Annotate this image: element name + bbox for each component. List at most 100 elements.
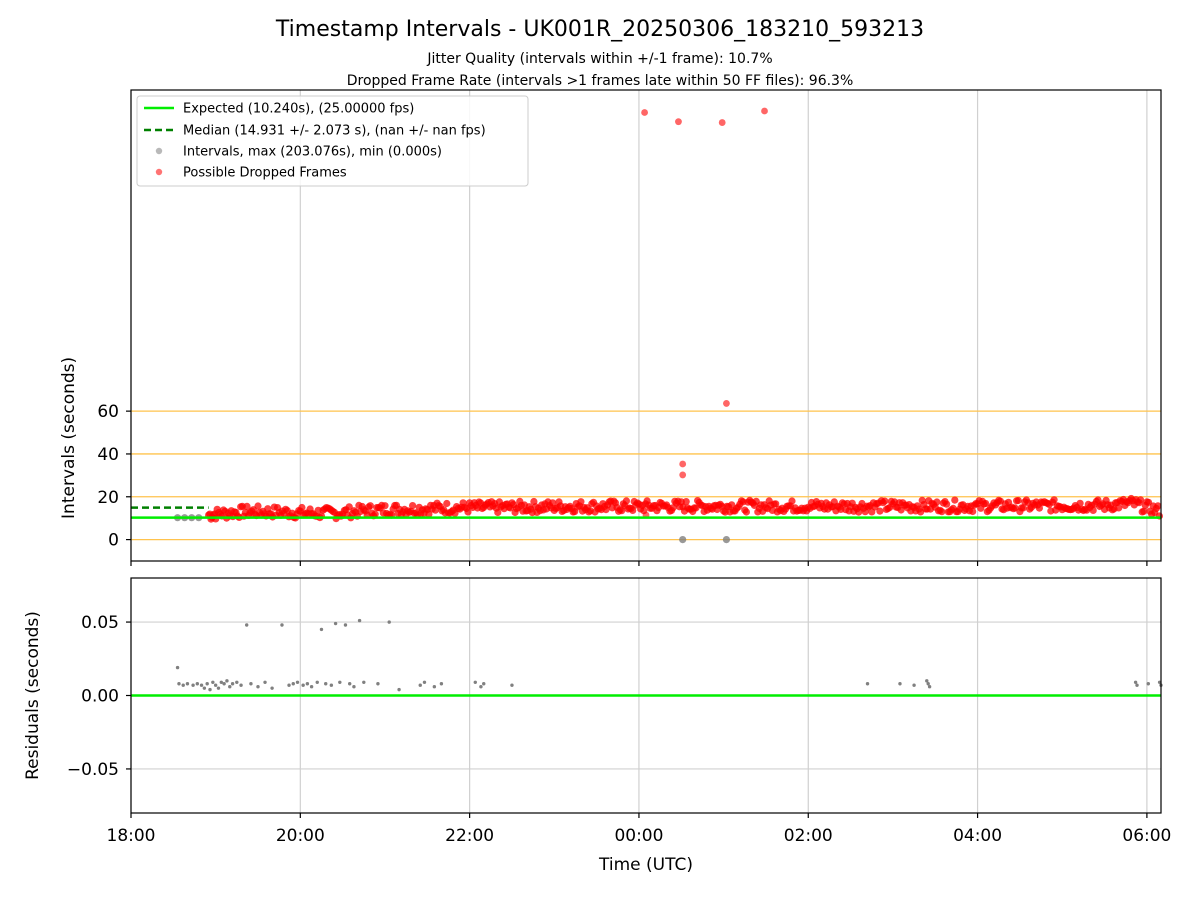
dropped-frame-point [371, 510, 379, 518]
residual-point [309, 684, 314, 689]
dropped-frame-point [494, 508, 502, 517]
intervals-y-tick-label: 0 [108, 531, 119, 551]
dropped-frame-point [425, 510, 433, 518]
dropped-frame-point [629, 506, 637, 514]
legend-dropped-swatch [155, 168, 163, 176]
intervals-y-tick-label: 40 [97, 445, 119, 465]
dropped-frame-point [1140, 507, 1148, 515]
residuals-x-ticks: 18:00 20:00 22:00 00:00 02:00 04:00 06:00 [107, 813, 1171, 846]
residual-point [479, 684, 483, 689]
legend-intervals-label: Intervals, max (203.076s), min (0.000s) [183, 145, 442, 160]
intervals-axes-frame [130, 89, 1162, 562]
residual-point [228, 684, 232, 689]
intervals-y-ticks: 0 20 40 60 [97, 402, 131, 551]
legend: Expected (10.240s), (25.00000 fps) Media… [136, 95, 529, 187]
dropped-frame-point [876, 507, 884, 515]
residual-point [357, 618, 362, 623]
residual-point [329, 683, 334, 687]
residual-point [333, 621, 338, 626]
residual-point [216, 686, 221, 690]
dropped-frame-point [728, 501, 736, 509]
residual-point [362, 680, 366, 684]
residual-point [1133, 680, 1138, 684]
x-tick-label: 00:00 [614, 826, 663, 846]
residual-point [219, 680, 224, 684]
dropped-frame-point [938, 508, 946, 516]
x-tick-label: 18:00 [107, 826, 156, 846]
residuals-y-axis-label: Residuals (seconds) [23, 611, 43, 780]
residual-point [295, 680, 300, 684]
x-tick-label: 06:00 [1122, 826, 1171, 846]
dropped-frame-point [761, 107, 768, 115]
reference-lines [131, 506, 1161, 519]
residual-point [347, 682, 352, 686]
residual-point [244, 623, 249, 627]
residual-point [432, 684, 437, 689]
residual-point [418, 683, 422, 687]
x-tick-label: 22:00 [445, 826, 494, 846]
residual-point [195, 682, 200, 686]
dropped-frame-point [618, 507, 626, 515]
dropped-frame-point [788, 497, 796, 505]
residual-point [185, 682, 190, 686]
intervals-y-tick-label: 60 [97, 402, 119, 422]
dropped-frame-point [742, 508, 751, 516]
dropped-frame-point [723, 400, 730, 407]
residual-point [338, 680, 342, 684]
intervals-y-axis-label: Intervals (seconds) [59, 357, 79, 519]
dropped-frame-point [933, 498, 941, 506]
residual-point [422, 680, 427, 684]
dropped-frame-point [381, 502, 389, 510]
residual-point [270, 686, 274, 690]
dropped-frame-point [443, 499, 451, 508]
residual-point [397, 687, 401, 692]
chart-subtitle-jitter: Jitter Quality (intervals within +/-1 fr… [426, 51, 772, 67]
residual-point [865, 682, 870, 686]
dropped-frame-point [951, 496, 959, 504]
dropped-frame-point [1076, 499, 1084, 507]
dropped-frame-point [409, 502, 417, 510]
dropped-frame-point [1014, 496, 1022, 505]
dropped-frame-point [577, 498, 585, 506]
residual-point [205, 682, 209, 686]
threshold-lines [131, 410, 1161, 541]
residual-point [208, 687, 212, 692]
residual-point [287, 683, 291, 687]
dropped-frame-point [641, 109, 648, 116]
residual-point [235, 680, 239, 684]
residuals-panel: 0.05 0.00 −0.05 18:00 20:00 22:00 00:00 02:00 0… [23, 577, 1171, 875]
residual-point [280, 623, 284, 627]
residual-point [230, 682, 235, 686]
x-tick-label: 20:00 [276, 826, 325, 846]
residual-point [343, 623, 348, 627]
dropped-frame-point [1154, 502, 1162, 510]
residual-point [510, 683, 514, 687]
x-axis-label: Time (UTC) [598, 855, 693, 875]
residual-point [213, 683, 218, 687]
dropped-frame-point [943, 500, 951, 508]
residual-point [225, 679, 229, 683]
residual-point [305, 682, 310, 686]
x-tick-label: 02:00 [784, 826, 833, 846]
dropped-frame-point [679, 460, 687, 468]
legend-box [136, 95, 529, 187]
residual-point [473, 680, 477, 684]
residual-point [222, 682, 226, 686]
residuals-y-ticks: 0.05 0.00 −0.05 [67, 613, 131, 780]
legend-expected-label: Expected (10.240s), (25.00000 fps) [183, 102, 414, 117]
legend-dropped-label: Possible Dropped Frames [183, 166, 347, 181]
residual-point [263, 680, 267, 684]
residual-point [202, 686, 207, 690]
dropped-frame-point [243, 502, 251, 510]
dropped-frame-point [881, 497, 889, 505]
residual-point [926, 682, 930, 686]
residual-point [291, 682, 295, 686]
dropped-frame-point [1089, 506, 1097, 514]
dropped-frame-point [772, 500, 780, 508]
dropped-frame-point [464, 508, 472, 516]
residual-point [175, 665, 180, 670]
residual-point [352, 684, 356, 689]
interval-point [679, 535, 687, 544]
residual-point [898, 682, 902, 686]
